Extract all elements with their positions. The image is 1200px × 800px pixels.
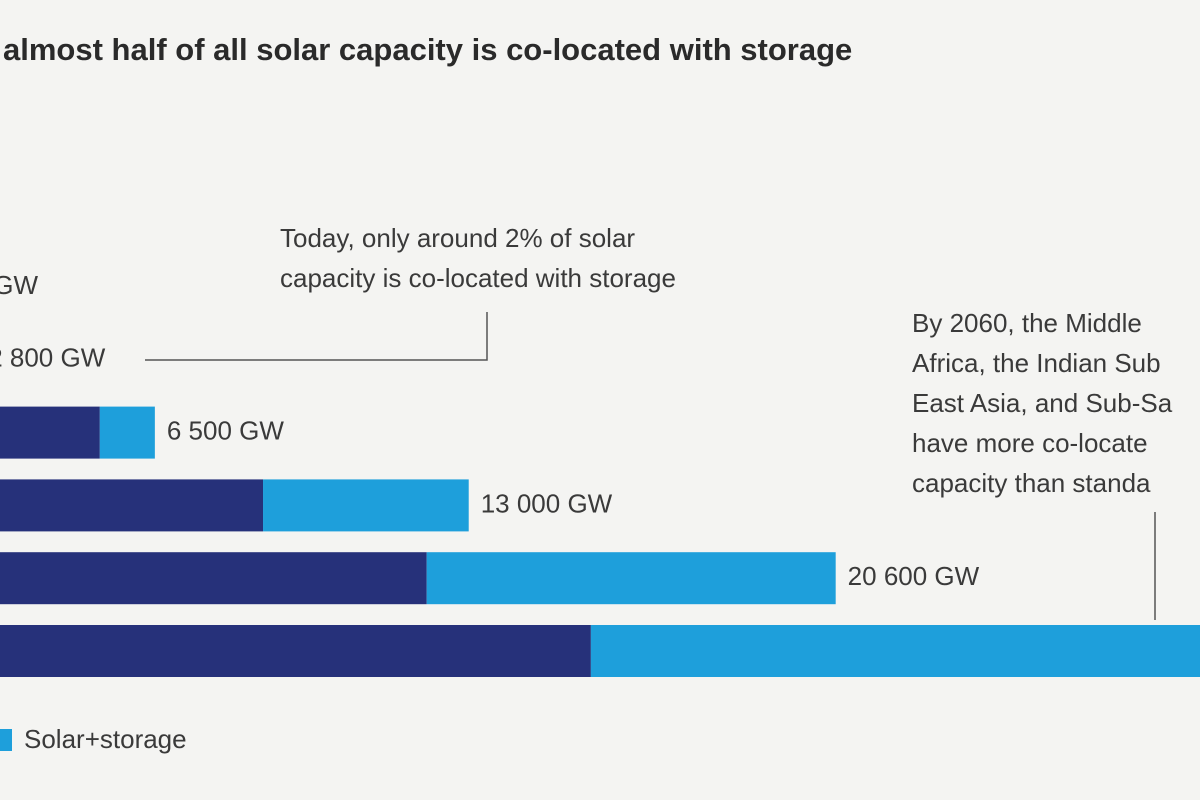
chart-title: almost half of all solar capacity is co-… — [3, 32, 852, 67]
annotation-text: capacity is co-located with storage — [280, 263, 676, 293]
annotation-text: have more co-locate — [912, 428, 1148, 458]
annotation-text: East Asia, and Sub-Sa — [912, 388, 1173, 418]
annotation-text: capacity than standa — [912, 468, 1151, 498]
total-label: 13 000 GW — [481, 488, 613, 518]
bar-segment — [0, 552, 427, 605]
bar-segment — [426, 552, 836, 605]
annotation-text: By 2060, the Middle — [912, 308, 1142, 338]
bar-segment — [0, 625, 591, 677]
annotation-text: Today, only around 2% of solar — [280, 223, 635, 253]
total-label: 6 500 GW — [167, 415, 285, 445]
bar-segment — [0, 479, 264, 532]
bar-segment — [0, 406, 100, 459]
annotation-text: Africa, the Indian Sub — [912, 348, 1161, 378]
bar-segment — [99, 406, 155, 459]
legend-label: Solar+storage — [24, 724, 187, 754]
bar-segment — [263, 479, 469, 532]
bar-segment — [590, 625, 1200, 677]
total-label: 20 600 GW — [848, 561, 980, 591]
total-label: GW — [0, 270, 38, 300]
total-label: 2 800 GW — [0, 343, 106, 373]
annotation-connector — [145, 312, 488, 361]
legend-swatch — [0, 729, 12, 751]
